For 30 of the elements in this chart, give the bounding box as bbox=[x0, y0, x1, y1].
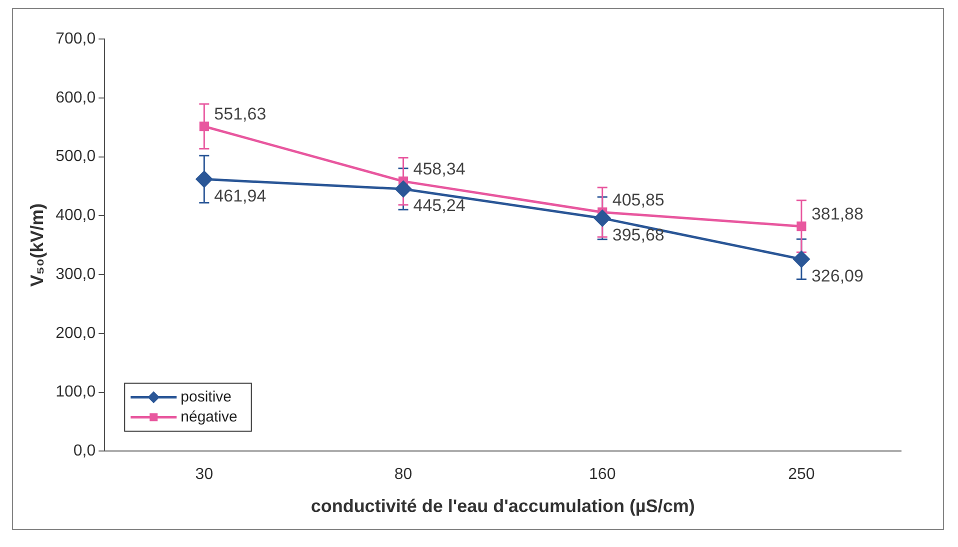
legend-label: négative bbox=[180, 408, 238, 426]
y-tick-label: 0,0 bbox=[73, 442, 96, 460]
point bbox=[199, 122, 209, 132]
point bbox=[395, 180, 412, 198]
y-tick-label: 700,0 bbox=[56, 30, 96, 48]
y-tick-label: 400,0 bbox=[56, 207, 96, 224]
point bbox=[796, 222, 806, 232]
y-tick-label: 600,0 bbox=[56, 89, 96, 106]
y-axis-title: V₅₀(kV/m) bbox=[26, 203, 47, 287]
data-label: 551,63 bbox=[214, 104, 266, 124]
legend-label: positive bbox=[180, 388, 232, 406]
x-tick-label: 160 bbox=[589, 466, 616, 484]
x-tick-label: 80 bbox=[394, 466, 412, 484]
y-tick-label: 200,0 bbox=[56, 324, 96, 342]
data-label: 395,68 bbox=[612, 225, 664, 244]
point bbox=[793, 250, 810, 268]
point bbox=[594, 210, 611, 226]
point bbox=[196, 170, 212, 188]
data-label: 445,24 bbox=[413, 196, 466, 216]
data-label: 326,09 bbox=[811, 266, 864, 286]
x-tick-label: 30 bbox=[195, 466, 214, 484]
data-label: 381,88 bbox=[811, 204, 864, 224]
x-tick-label: 250 bbox=[788, 466, 815, 484]
y-tick-label: 500,0 bbox=[56, 148, 96, 166]
data-label: 458,34 bbox=[413, 159, 466, 178]
y-tick-label: 300,0 bbox=[56, 266, 96, 283]
data-label: 405,85 bbox=[612, 190, 664, 210]
y-tick-label: 100,0 bbox=[56, 384, 96, 401]
data-label: 461,94 bbox=[214, 186, 266, 206]
x-axis-title: conductivité de l'eau d'accumulation (µS/cm) bbox=[310, 496, 695, 516]
